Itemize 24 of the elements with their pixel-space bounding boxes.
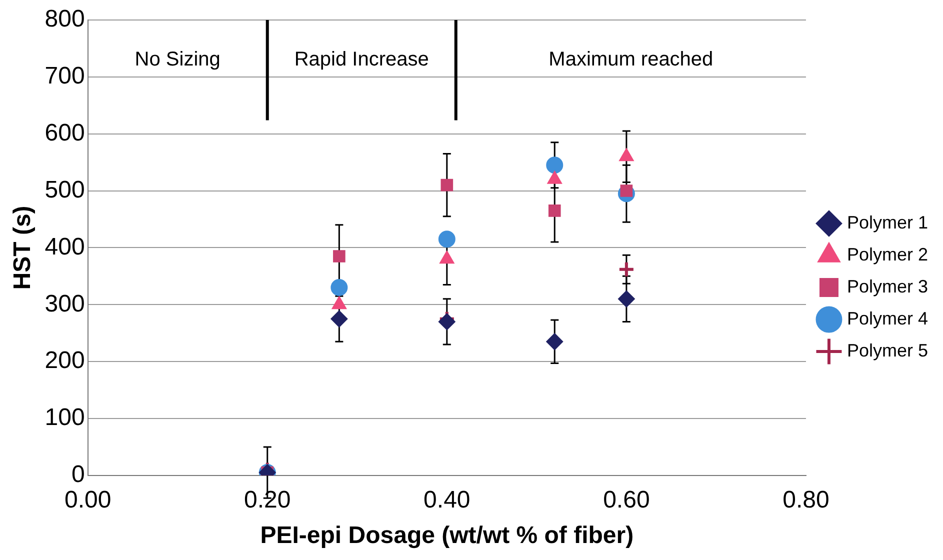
x-tick-label: 0.20 <box>244 486 291 514</box>
legend-label: Polymer 1 <box>846 212 928 232</box>
y-tick-label: 800 <box>44 6 85 33</box>
annotation: No Sizing <box>134 48 220 71</box>
y-axis-title: HST (s) <box>9 206 36 290</box>
x-tick-label: 0.00 <box>64 486 112 514</box>
y-tick-label: 400 <box>44 233 85 260</box>
legend-label: Polymer 5 <box>846 340 928 360</box>
legend-label: Polymer 2 <box>846 244 928 264</box>
y-tick-label: 0 <box>71 461 85 488</box>
y-tick-label: 600 <box>44 119 85 146</box>
x-tick-label: 0.40 <box>424 486 470 514</box>
annotation: Rapid Increase <box>294 48 429 71</box>
annotation: Maximum reached <box>548 48 714 71</box>
x-tick-label: 0.60 <box>603 486 650 514</box>
y-tick-label: 300 <box>44 290 85 318</box>
y-tick-label: 500 <box>44 176 85 204</box>
y-tick-label: 100 <box>44 404 85 432</box>
x-axis-title: PEI-epi Dosage (wt/wt % of fiber) <box>260 522 634 550</box>
legend-label: Polymer 4 <box>846 308 928 328</box>
y-tick-label: 200 <box>44 347 85 374</box>
x-tick-label: 0.80 <box>782 486 830 514</box>
legend-label: Polymer 3 <box>846 276 928 296</box>
y-tick-label: 700 <box>44 62 85 90</box>
